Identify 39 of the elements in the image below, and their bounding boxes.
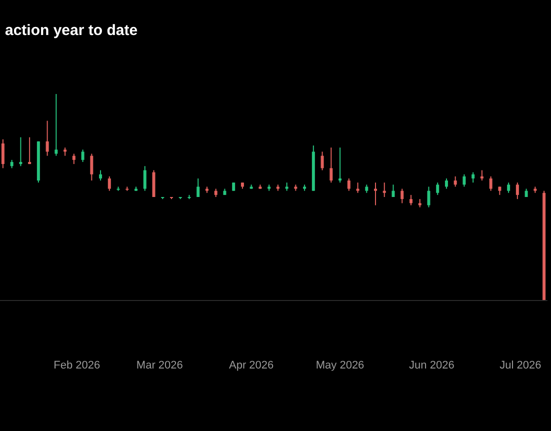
candlestick xyxy=(99,170,102,182)
candlestick xyxy=(516,182,519,200)
candlestick xyxy=(392,184,395,198)
x-tick-label: Mar 2026 xyxy=(136,360,183,372)
candlestick xyxy=(507,182,510,194)
candlestick xyxy=(72,153,76,165)
candlestick xyxy=(489,176,492,192)
chart-title: action year to date xyxy=(5,22,138,39)
candlestick xyxy=(338,147,342,184)
x-tick-label: May 2026 xyxy=(316,360,364,372)
candlestick xyxy=(444,178,448,190)
candlestick xyxy=(427,186,430,208)
candlestick xyxy=(28,136,32,165)
candlestick xyxy=(436,182,440,196)
candlestick xyxy=(1,138,4,169)
candlestick xyxy=(196,178,200,198)
candlestick xyxy=(108,176,111,192)
candlestick xyxy=(19,136,22,167)
candlestick xyxy=(143,166,146,192)
candlestick xyxy=(347,178,350,192)
candlestick xyxy=(54,94,58,156)
candlestick xyxy=(382,182,386,198)
candlestick xyxy=(320,151,324,171)
x-tick-label: Jun 2026 xyxy=(409,360,454,372)
candlestick xyxy=(46,120,49,156)
candlestick xyxy=(480,170,484,182)
candlestick xyxy=(454,176,457,188)
x-tick-label: Feb 2026 xyxy=(54,360,100,372)
candlestick xyxy=(409,194,412,206)
candlestick xyxy=(472,172,475,184)
candlestick xyxy=(81,149,84,162)
candlestick xyxy=(400,188,404,204)
candlestick xyxy=(462,174,466,188)
candlestick xyxy=(90,153,94,182)
candlestick xyxy=(330,147,333,184)
candlestick xyxy=(356,182,360,194)
x-tick-label: Jul 2026 xyxy=(500,360,542,372)
x-tick-label: Apr 2026 xyxy=(228,360,274,372)
candlestick xyxy=(374,182,378,206)
